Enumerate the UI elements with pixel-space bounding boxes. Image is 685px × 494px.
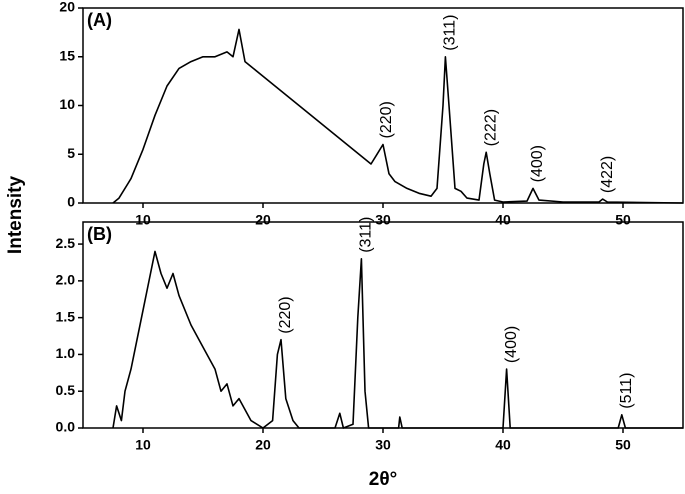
peak-label: (311) bbox=[358, 217, 375, 253]
x-tick-label: 50 bbox=[615, 437, 631, 453]
x-axis-label: 2θ° bbox=[369, 469, 397, 490]
plot-frame bbox=[82, 221, 684, 429]
peak-label: (311) bbox=[442, 15, 459, 51]
x-tick-label: 10 bbox=[135, 212, 151, 228]
x-tick-label: 30 bbox=[375, 212, 391, 228]
peak-label: (400) bbox=[503, 326, 520, 363]
y-tick-label: 15 bbox=[59, 47, 75, 63]
x-tick-label: 20 bbox=[255, 212, 271, 228]
x-tick-label: 40 bbox=[495, 212, 511, 228]
peak-label: (422) bbox=[599, 156, 616, 193]
peak-label: (400) bbox=[529, 145, 546, 182]
y-tick-label: 5 bbox=[67, 145, 75, 161]
panel-label: (A) bbox=[87, 10, 112, 30]
data-line bbox=[112, 28, 684, 204]
y-tick-label: 0.5 bbox=[56, 382, 76, 398]
peak-label: (222) bbox=[482, 109, 499, 146]
y-tick-label: 1.0 bbox=[56, 345, 76, 361]
y-tick-label: 0 bbox=[67, 194, 75, 210]
panel-label: (B) bbox=[87, 224, 112, 244]
x-tick-label: 50 bbox=[615, 212, 631, 228]
x-tick-label: 10 bbox=[135, 437, 151, 453]
y-tick-label: 2.0 bbox=[56, 272, 76, 288]
peak-label: (220) bbox=[277, 296, 294, 333]
data-line bbox=[112, 250, 683, 429]
peak-label: (220) bbox=[378, 101, 395, 138]
x-tick-label: 30 bbox=[375, 437, 391, 453]
y-tick-label: 10 bbox=[59, 96, 75, 112]
x-tick-label: 40 bbox=[495, 437, 511, 453]
peak-label: (511) bbox=[618, 373, 635, 409]
y-axis-label: Intensity bbox=[5, 176, 26, 255]
x-tick-label: 20 bbox=[255, 437, 271, 453]
y-tick-label: 1.5 bbox=[56, 308, 76, 324]
y-tick-label: 2.5 bbox=[56, 235, 76, 251]
y-tick-label: 0.0 bbox=[56, 419, 76, 435]
y-tick-label: 20 bbox=[59, 0, 75, 15]
